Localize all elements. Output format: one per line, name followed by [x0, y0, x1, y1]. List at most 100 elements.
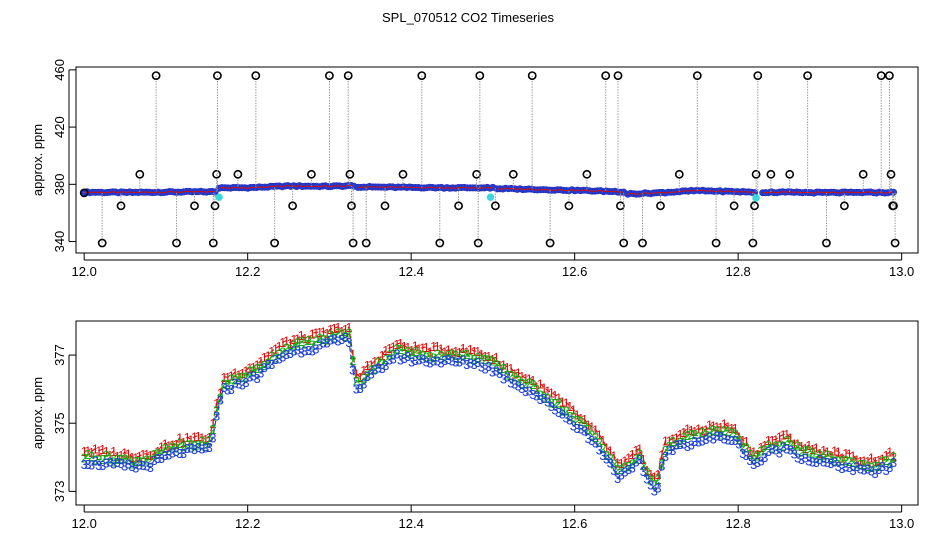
series-marker: 1 — [618, 456, 625, 471]
series-marker: 3 — [320, 336, 327, 351]
series-marker: 3 — [136, 458, 143, 473]
series-marker: 1 — [816, 446, 823, 461]
series-marker: 1 — [287, 336, 294, 351]
series-3: 3333333333333333333333333333333333333333… — [81, 330, 898, 498]
series-marker: 2 — [732, 426, 739, 441]
series-marker: 3 — [654, 480, 661, 495]
y-tick-label: 460 — [52, 59, 67, 81]
series-marker: 3 — [860, 463, 867, 478]
series-marker: 2 — [607, 451, 614, 466]
series-marker: 3 — [478, 359, 485, 374]
baseline-line — [496, 187, 624, 193]
series-marker: 3 — [761, 450, 768, 465]
series-marker: 3 — [853, 459, 860, 474]
series-marker: 3 — [176, 446, 183, 461]
series-marker: 3 — [242, 375, 249, 390]
series-marker: 2 — [886, 456, 893, 471]
series-marker: 3 — [220, 380, 227, 395]
bottom-panel: 12.0 12.2 12.4 12.6 12.8 13.0 373 375 377 approx.… — [30, 320, 919, 531]
series-marker: 1 — [467, 342, 474, 357]
series-marker: 1 — [540, 380, 547, 395]
outlier-point — [753, 71, 763, 80]
series-marker: 2 — [353, 374, 360, 389]
series-marker: 2 — [301, 337, 308, 352]
series-marker: 3 — [386, 353, 393, 368]
series-marker: 3 — [706, 429, 713, 444]
series-marker: 1 — [371, 354, 378, 369]
series-marker: 3 — [732, 433, 739, 448]
series-marker: 3 — [772, 443, 779, 458]
series-marker: 3 — [184, 441, 191, 456]
series-marker: 3 — [268, 357, 275, 372]
series-marker: 3 — [345, 335, 352, 350]
outlier-point — [435, 238, 445, 248]
series-marker: 3 — [485, 359, 492, 374]
series-marker: 3 — [875, 462, 882, 477]
series-marker: 2 — [356, 377, 363, 392]
series-marker: 2 — [684, 428, 691, 443]
series-marker: 2 — [662, 443, 669, 458]
series-marker: 1 — [864, 454, 871, 469]
series-marker: 1 — [408, 343, 415, 358]
series-marker: 3 — [331, 332, 338, 347]
series-marker: 3 — [831, 455, 838, 470]
series-marker: 3 — [408, 354, 415, 369]
series-marker: 2 — [298, 334, 305, 349]
series-marker: 3 — [886, 460, 893, 475]
series-marker: 2 — [463, 347, 470, 362]
series-marker: 1 — [275, 339, 282, 354]
series-marker: 3 — [838, 461, 845, 476]
series-marker: 2 — [632, 451, 639, 466]
series-marker: 1 — [776, 430, 783, 445]
series-marker: 1 — [651, 470, 658, 485]
series-marker: 2 — [180, 439, 187, 454]
series-marker: 1 — [702, 422, 709, 437]
series-marker: 3 — [871, 466, 878, 481]
series-marker: 2 — [625, 459, 632, 474]
series-marker: 2 — [816, 447, 823, 462]
series-marker: 2 — [618, 462, 625, 477]
series-marker: 1 — [710, 419, 717, 434]
series-marker: 1 — [437, 342, 444, 357]
series-marker: 3 — [511, 377, 518, 392]
series-marker: 1 — [430, 339, 437, 354]
series-marker: 1 — [235, 367, 242, 382]
series-marker: 2 — [695, 430, 702, 445]
series-marker: 1 — [724, 420, 731, 435]
series-marker: 1 — [603, 441, 610, 456]
series-marker: 2 — [81, 450, 88, 465]
series-marker: 2 — [331, 331, 338, 346]
series-marker: 3 — [603, 452, 610, 467]
series-marker: 2 — [783, 433, 790, 448]
series-marker: 1 — [551, 388, 558, 403]
series-marker: 2 — [84, 447, 91, 462]
series-marker: 1 — [706, 418, 713, 433]
outlier-point — [582, 169, 592, 179]
series-marker: 1 — [493, 350, 500, 365]
series-marker: 2 — [882, 453, 889, 468]
series-marker: 2 — [478, 352, 485, 367]
series-marker: 1 — [662, 434, 669, 449]
series-marker: 2 — [360, 371, 367, 386]
series-marker: 3 — [239, 377, 246, 392]
outlier-point — [347, 201, 356, 211]
series-marker: 1 — [699, 423, 706, 438]
series-marker: 1 — [294, 332, 301, 347]
series-marker: 1 — [231, 365, 238, 380]
series-marker: 2 — [235, 370, 242, 385]
series-marker: 2 — [706, 424, 713, 439]
series-marker: 1 — [356, 370, 363, 385]
series-marker: 2 — [147, 453, 154, 468]
series-marker: 1 — [882, 448, 889, 463]
series-marker: 1 — [768, 433, 775, 448]
series-marker: 1 — [489, 352, 496, 367]
series-marker: 2 — [397, 342, 404, 357]
series-marker: 2 — [864, 459, 871, 474]
baseline-line — [83, 190, 216, 194]
series-marker: 3 — [213, 408, 220, 423]
outlier-point — [324, 71, 334, 80]
series-marker: 2 — [596, 435, 603, 450]
series-marker: 3 — [721, 432, 728, 447]
series-marker: 3 — [518, 381, 525, 396]
y-tick-label: 377 — [52, 344, 67, 366]
